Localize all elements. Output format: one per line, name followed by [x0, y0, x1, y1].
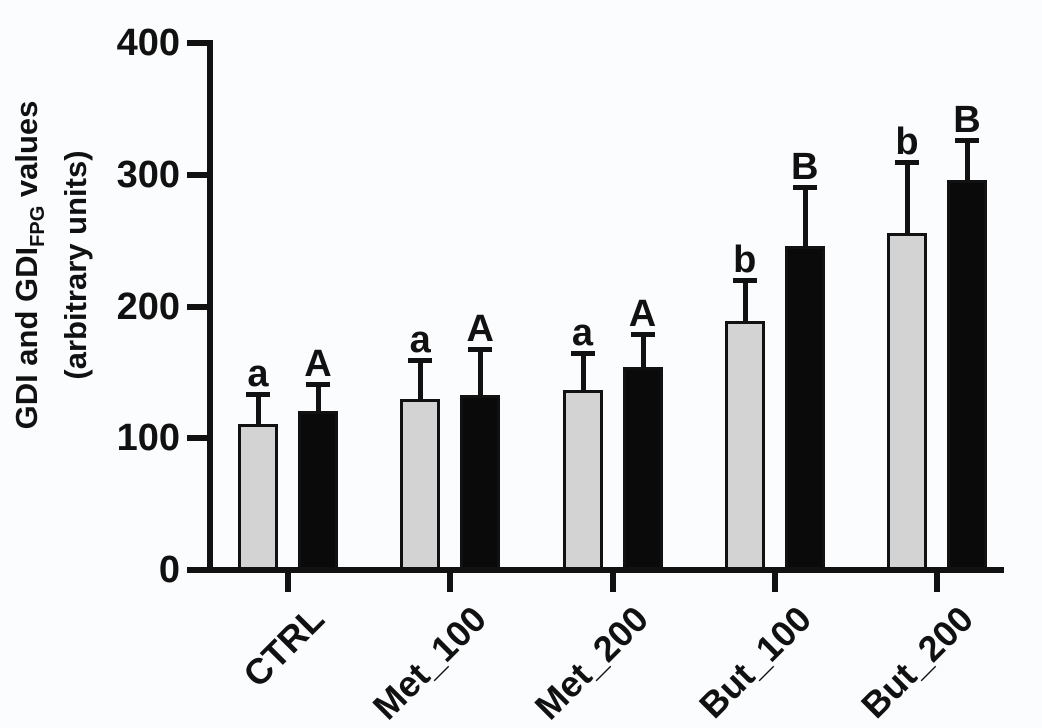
error-bar-cap [955, 137, 979, 143]
error-bar-cap [630, 331, 655, 337]
error-bar-line [478, 347, 484, 398]
error-bar-line [256, 392, 261, 427]
significance-letter-gdi-met-100: a [409, 318, 431, 361]
x-tick-label-met-100: Met_100 [364, 598, 495, 728]
y-tick-label: 300 [116, 153, 180, 196]
y-tick-label: 100 [116, 417, 180, 460]
error-bar-cap [468, 347, 493, 353]
x-tick [609, 573, 616, 592]
x-tick [771, 573, 778, 592]
error-bar-cap [246, 392, 270, 398]
y-tick [187, 40, 207, 46]
y-axis-title-line1: GDI and GDIFPG values [8, 85, 57, 445]
error-bar-cap [408, 357, 433, 363]
error-bar-line [640, 331, 646, 371]
x-tick-label-but-200: But_200 [852, 598, 981, 727]
significance-letter-gdi-but-100: b [733, 238, 757, 281]
y-tick [187, 171, 207, 178]
error-bar-line [316, 381, 321, 414]
significance-letter-gdi-fpg-but-200: B [953, 98, 981, 141]
x-tick-label-but-100: But_100 [690, 598, 819, 727]
y-axis-title-subscript: FPG [27, 205, 49, 247]
y-tick [187, 435, 207, 442]
x-tick-label-ctrl: CTRL [235, 598, 332, 695]
error-bar-line [965, 137, 970, 184]
bar-gdi-fpg-ctrl [298, 410, 338, 570]
significance-letter-gdi-but-200: b [895, 121, 919, 164]
significance-letter-gdi-fpg-met-100: A [466, 308, 494, 351]
error-bar-line [802, 185, 808, 249]
error-bar-cap [895, 160, 919, 166]
significance-letter-gdi-met-200: a [571, 312, 594, 355]
error-bar-cap [732, 277, 757, 283]
bar-gdi-ctrl [238, 423, 278, 570]
bar-gdi-but-100 [724, 320, 765, 570]
x-tick [447, 573, 454, 592]
bar-gdi-fpg-but-100 [784, 245, 825, 570]
bar-gdi-fpg-met-100 [460, 394, 501, 570]
significance-letter-gdi-fpg-but-100: B [791, 146, 819, 189]
error-bar-line [905, 160, 910, 236]
y-tick-label: 400 [116, 22, 180, 64]
bar-gdi-met-100 [400, 398, 441, 570]
significance-letter-gdi-ctrl: a [247, 353, 269, 396]
error-bar-line [580, 351, 586, 393]
bar-gdi-met-200 [562, 389, 603, 570]
y-axis-title-line2: (arbitrary units) [58, 150, 93, 380]
y-tick-label: 200 [116, 285, 180, 328]
error-bar-line [742, 277, 748, 324]
error-bar-cap [570, 351, 595, 357]
error-bar-cap [792, 185, 817, 191]
significance-letter-gdi-fpg-ctrl: A [304, 342, 332, 385]
bar-gdi-fpg-but-200 [947, 180, 987, 570]
x-tick [285, 573, 291, 592]
y-tick [187, 303, 207, 310]
y-tick-label: 0 [158, 549, 180, 591]
significance-letter-gdi-fpg-met-200: A [628, 292, 657, 335]
x-tick [934, 573, 940, 592]
bar-gdi-but-200 [887, 232, 927, 570]
error-bar-cap [306, 381, 330, 387]
y-axis-spine [207, 40, 213, 573]
bar-gdi-fpg-met-200 [622, 367, 663, 570]
x-tick-label-met-200: Met_200 [527, 598, 657, 728]
x-axis-spine [191, 567, 1004, 573]
y-axis-title: GDI and GDIFPG values (arbitrary units) [8, 85, 93, 445]
y-axis-title-prefix: GDI and GDI [9, 246, 44, 430]
y-tick [187, 567, 207, 573]
error-bar-line [418, 357, 424, 402]
